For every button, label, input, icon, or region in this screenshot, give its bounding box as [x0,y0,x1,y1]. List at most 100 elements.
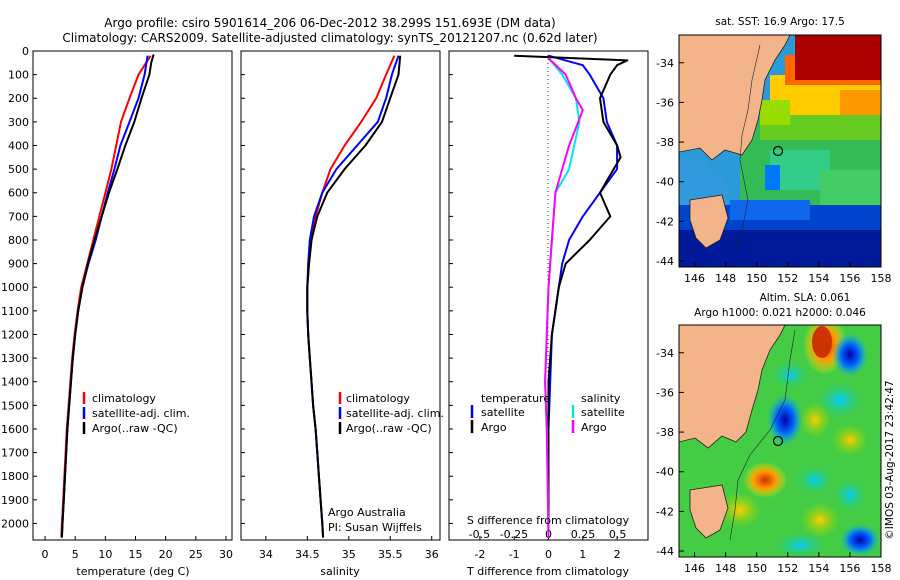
note-line-2: PI: Susan Wijffels [328,521,422,534]
temperature-x-axis: 0 5 10 15 20 25 30 [42,536,233,561]
legend-label-argo: Argo(..raw -QC) [92,422,178,435]
depth-tick-label: 700 [8,210,29,223]
lat-tick-label: -42 [656,215,674,228]
legend-label-satellite: satellite-adj. clim. [92,407,190,420]
x-tick-label: 15 [129,548,143,561]
depth-tick-label: 500 [8,163,29,176]
depth-tick-label: 1900 [1,494,29,507]
x-tick-label: -1 [509,548,520,561]
lat-tick-label: -38 [656,426,674,439]
x-tick-label: 35 [342,548,356,561]
difference-x-axis: -2 -1 0 1 2-0.5 -0.25 0 0.25 0.5 [469,528,627,561]
s-tick-label: 0.5 [609,528,627,541]
x-tick-label: 34.5 [295,548,320,561]
series-line-satellite-adj-clim [60,55,149,538]
lon-tick-label: 156 [839,272,860,285]
sst-lat-axis: -34 -36 -38 -40 -42 -44 [656,57,684,268]
depth-tick-label: 1100 [1,305,29,318]
depth-tick-label: 1800 [1,470,29,483]
note-line-1: Argo Australia [328,506,406,519]
series-line-argo-raw-qc [306,55,402,538]
salinity-panel-frame [240,50,441,541]
depth-tick-label: 300 [8,116,29,129]
lat-tick-label: -38 [656,136,674,149]
lon-tick-label: 158 [871,272,892,285]
lat-tick-label: -36 [656,386,674,399]
lon-tick-label: 146 [684,272,705,285]
lat-tick-label: -34 [656,57,674,70]
salinity-x-axis: 34 34.5 35 35.5 36 [259,536,439,561]
salinity-series-group [306,55,402,538]
difference-xlabel: T difference from climatology [466,565,629,578]
sla-lon-axis: 146 148 150 152 154 156 158 [684,552,892,575]
series-line-climatology [306,55,396,538]
depth-tick-label: 200 [8,92,29,105]
lat-tick-label: -42 [656,505,674,518]
temperature-legend: climatology satellite-adj. clim. Argo(..… [82,392,190,435]
legend-label-argo: Argo(..raw -QC) [346,422,432,435]
difference-series-group [514,54,629,538]
sla-map-frame [678,324,882,558]
lat-tick-label: -36 [656,96,674,109]
s-tick-label: -0.25 [500,528,528,541]
lon-tick-label: 154 [808,562,829,575]
lat-tick-label: -34 [656,347,674,360]
depth-tick-label: 800 [8,234,29,247]
x-tick-label: 10 [98,548,112,561]
x-tick-label: 1 [579,548,586,561]
lat-tick-label: -44 [656,255,674,268]
x-tick-label: 36 [425,548,439,561]
x-tick-label: 0 [545,548,552,561]
depth-tick-label: 1500 [1,399,29,412]
salinity-xlabel: salinity [320,565,360,578]
lon-tick-label: 146 [684,562,705,575]
credit-text: ©IMOS 03-Aug-2017 23:42:47 [884,380,896,539]
series-line-salinity-argo [544,57,584,538]
sst-map-image [679,35,881,267]
legend-label-climatology: climatology [346,392,410,405]
depth-tick-label: 1300 [1,352,29,365]
legend-salinity-heading: salinity [581,392,621,405]
s-tick-label: -0.5 [469,528,490,541]
sst-lon-axis: 146 148 150 152 154 156 158 [684,262,892,285]
legend-label-t-satellite: satellite [481,406,525,419]
x-tick-label: 25 [189,548,203,561]
sla-lat-axis: -34 -36 -38 -40 -42 -44 [656,347,684,558]
legend-label-satellite: satellite-adj. clim. [346,407,444,420]
lon-tick-label: 158 [871,562,892,575]
title-line-1: Argo profile: csiro 5901614_206 06-Dec-2… [104,16,555,30]
x-tick-label: 0 [42,548,49,561]
sst-map-frame [678,34,882,268]
legend-temperature-heading: temperature [481,392,550,405]
depth-tick-label: 400 [8,139,29,152]
sla-map-image [679,325,881,557]
sla-map-title-2: Argo h1000: 0.021 h2000: 0.046 [694,307,866,319]
lat-tick-label: -40 [656,466,674,479]
series-line-temperature-argo [514,54,629,538]
legend-label-s-argo: Argo [581,421,607,434]
depth-tick-label: 1200 [1,328,29,341]
depth-tick-label: 1000 [1,281,29,294]
sst-argo-marker [772,145,784,157]
x-tick-label: 20 [159,548,173,561]
salinity-legend: climatology satellite-adj. clim. Argo(..… [338,392,444,435]
lon-tick-label: 152 [777,562,798,575]
s-tick-label: 0.25 [571,528,596,541]
depth-tick-label: 1600 [1,423,29,436]
depth-tick-label: 100 [8,69,29,82]
legend-label-s-satellite: satellite [581,406,625,419]
depth-tick-label: 1400 [1,376,29,389]
depth-tick-label: 0 [22,45,29,58]
sla-argo-marker [772,435,784,447]
temperature-panel-frame [32,50,233,541]
depth-tick-label: 600 [8,187,29,200]
series-line-climatology [60,55,152,538]
x-tick-label: 2 [614,548,621,561]
sst-map-title: sat. SST: 16.9 Argo: 17.5 [715,16,845,28]
lon-tick-label: 150 [746,562,767,575]
lat-tick-label: -40 [656,176,674,189]
temperature-xlabel: temperature (deg C) [76,565,189,578]
series-line-satellite-adj-clim [306,55,400,538]
x-tick-label: 35.5 [378,548,403,561]
